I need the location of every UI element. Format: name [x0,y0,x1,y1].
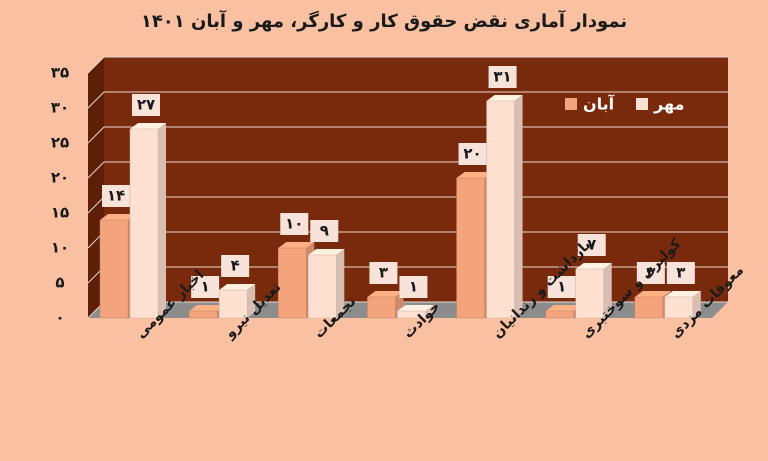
value-label-box [577,234,606,256]
grid-line-side [87,56,105,74]
bar-side [336,249,345,318]
bar [218,284,256,319]
bar [129,123,166,319]
grid-line-side [87,161,105,179]
bar-front [367,296,396,319]
bar-front [129,128,159,319]
value-label-box [280,213,309,235]
bar-front [634,296,664,319]
bar-front [545,310,574,319]
legend-label: آبان [583,94,615,114]
bar-top [634,291,671,297]
grid-line [87,161,728,179]
grid-line-side [87,126,105,144]
value-label-box [132,94,160,116]
y-tick-label: ۳۰ [51,99,69,117]
chart-title: نمودار آماری نقض حقوق کار و کارگر، مهر و… [141,9,627,32]
value-label: ۱ [557,278,566,296]
value-label: ۳ [379,264,388,282]
bar-top [189,305,226,311]
bar-side [425,305,434,318]
value-label: ۱۰ [285,215,303,233]
bar-side [158,123,166,318]
value-label-box [547,276,576,298]
bar [575,263,612,319]
value-label-box [666,262,695,284]
y-tick-label: ۱۰ [51,239,69,257]
legend-swatch [636,98,648,110]
y-tick-label: ۰ [55,309,64,327]
value-label: ۳۱ [493,68,511,86]
bar [664,291,701,319]
value-label-box [102,185,130,207]
value-label-box [488,66,517,88]
bar-top [367,291,404,297]
grid-line-side [87,91,105,109]
bar-front [308,254,337,319]
bar-top [278,242,315,248]
value-label: ۳ [676,264,685,282]
legend-label: مهر [653,95,684,114]
grid-line [87,56,728,74]
bar-front [278,247,307,319]
grid-line-side [87,196,105,214]
value-label: ۹ [320,222,329,240]
bar-top [397,305,434,311]
bar-top [456,172,493,178]
value-label: ۱ [201,278,210,296]
value-label: ۱۴ [107,187,125,205]
bar-top [130,123,166,129]
bar-front [664,296,694,319]
grid-line [87,196,728,214]
y-tick-label: ۵ [55,274,64,292]
value-label-box [458,143,487,165]
value-label-box [369,262,398,284]
bar-front [456,177,485,319]
bar-front [397,310,426,319]
value-label-box [636,262,665,284]
bar [397,305,434,319]
bar-top [219,284,256,290]
bar-front [575,268,604,319]
value-label-box [310,220,339,242]
grid-line [87,126,728,144]
value-label: ۷ [587,236,596,254]
bar-front [188,310,218,319]
back-wall [104,57,728,302]
value-label-box [399,276,428,298]
bar-top [486,95,523,101]
bar-side [247,284,256,318]
bar-front [486,100,515,319]
value-label: ۳ [646,264,655,282]
grid-line [87,91,728,109]
bar [486,95,523,319]
bar-top [100,214,136,220]
y-tick-label: ۱۵ [51,204,69,222]
bar-side [692,291,701,318]
value-label: ۴ [231,257,240,275]
bar [308,249,345,319]
value-label: ۲۷ [137,96,155,114]
y-tick-label: ۲۵ [51,134,69,152]
bar-top [545,305,582,311]
bar-top [308,249,345,255]
bar-front [99,219,129,319]
y-tick-label: ۳۵ [51,64,69,82]
bar-front [218,289,248,319]
value-label-box [191,276,220,298]
bar-top [664,291,701,297]
value-label: ۱ [409,278,418,296]
bar-side [603,263,612,318]
bar-top [575,263,612,269]
value-label-box [221,255,250,277]
bar-side [514,95,523,318]
legend-swatch [565,98,577,110]
y-tick-label: ۲۰ [51,169,69,187]
value-label: ۲۰ [463,145,481,163]
